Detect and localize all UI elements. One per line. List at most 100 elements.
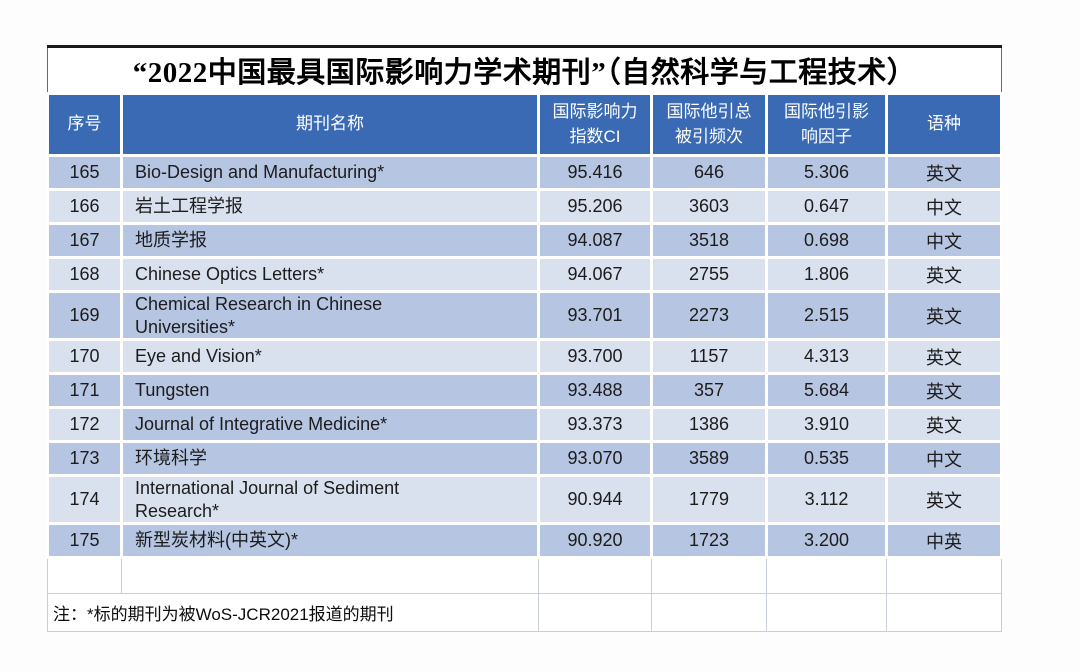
table-row: 168 Chinese Optics Letters* 94.067 2755 … [46,256,1004,293]
cell-journal-name: Chinese Optics Letters* [120,256,540,293]
table-row: 172 Journal of Integrative Medicine* 93.… [46,406,1004,443]
cell-journal-name: Chemical Research in Chinese Universitie… [120,290,540,341]
col-header-journal-name: 期刊名称 [120,92,540,157]
cell-ci: 93.070 [537,440,653,477]
table-row: 173 环境科学 93.070 3589 0.535 中文 [46,440,1004,477]
cell-ci: 94.087 [537,222,653,259]
cell-index: 166 [46,188,123,225]
cell-ci: 90.920 [537,522,653,559]
cell-journal-name: Eye and Vision* [120,338,540,375]
cell-impact: 3.200 [765,522,888,559]
empty-cell [885,557,1003,594]
cell-language: 中文 [884,188,1004,225]
cell-impact: 5.684 [765,372,888,409]
col-header-index: 序号 [46,92,123,157]
cell-index: 167 [46,222,123,259]
cell-impact: 0.647 [765,188,888,225]
cell-language: 英文 [884,474,1004,525]
footnote: 注：*标的期刊为被WoS-JCR2021报道的期刊 [47,593,539,632]
journal-ranking-table: “2022中国最具国际影响力学术期刊”（自然科学与工程技术） 序号 期刊名称 国… [46,45,1004,632]
cell-impact: 4.313 [765,338,888,375]
cell-index: 170 [46,338,123,375]
table-row: 169 Chemical Research in Chinese Univers… [46,290,1004,341]
cell-index: 174 [46,474,123,525]
cell-journal-name: 环境科学 [120,440,540,477]
table-row: 175 新型炭材料(中英文)* 90.920 1723 3.200 中英 [46,522,1004,559]
cell-cites: 3518 [650,222,768,259]
cell-index: 168 [46,256,123,293]
empty-row [47,557,1003,594]
cell-language: 中文 [884,222,1004,259]
cell-cites: 2273 [650,290,768,341]
cell-journal-name: Tungsten [120,372,540,409]
cell-impact: 0.698 [765,222,888,259]
cell-cites: 646 [650,154,768,191]
empty-cell [651,593,767,632]
cell-index: 175 [46,522,123,559]
page-title: “2022中国最具国际影响力学术期刊”（自然科学与工程技术） [46,45,1003,95]
cell-journal-name: International Journal of Sediment Resear… [120,474,540,525]
table-row: 166 岩土工程学报 95.206 3603 0.647 中文 [46,188,1004,225]
cell-index: 165 [46,154,123,191]
cell-impact: 0.535 [765,440,888,477]
cell-language: 中英 [884,522,1004,559]
empty-cell [766,593,887,632]
empty-cell [885,593,1003,632]
empty-cell [538,557,652,594]
cell-impact: 2.515 [765,290,888,341]
cell-impact: 1.806 [765,256,888,293]
cell-language: 英文 [884,406,1004,443]
note-row: 注：*标的期刊为被WoS-JCR2021报道的期刊 [47,593,1003,632]
header-row: 序号 期刊名称 国际影响力 指数CI 国际他引总 被引频次 国际他引影 响因子 … [46,92,1004,157]
cell-language: 英文 [884,290,1004,341]
cell-journal-name: Journal of Integrative Medicine* [120,406,540,443]
empty-cell [538,593,652,632]
cell-index: 172 [46,406,123,443]
empty-cell [121,557,539,594]
empty-cell [651,557,767,594]
cell-language: 英文 [884,338,1004,375]
table-row: 171 Tungsten 93.488 357 5.684 英文 [46,372,1004,409]
cell-journal-name: 岩土工程学报 [120,188,540,225]
cell-cites: 3603 [650,188,768,225]
cell-language: 中文 [884,440,1004,477]
table-row: 167 地质学报 94.087 3518 0.698 中文 [46,222,1004,259]
cell-cites: 3589 [650,440,768,477]
col-header-ci-index: 国际影响力 指数CI [537,92,653,157]
cell-index: 171 [46,372,123,409]
cell-ci: 95.206 [537,188,653,225]
cell-ci: 93.701 [537,290,653,341]
cell-journal-name: Bio-Design and Manufacturing* [120,154,540,191]
cell-ci: 93.373 [537,406,653,443]
cell-impact: 5.306 [765,154,888,191]
cell-cites: 357 [650,372,768,409]
table-row: 174 International Journal of Sediment Re… [46,474,1004,525]
cell-ci: 94.067 [537,256,653,293]
cell-language: 英文 [884,256,1004,293]
cell-impact: 3.112 [765,474,888,525]
cell-cites: 1157 [650,338,768,375]
cell-cites: 1779 [650,474,768,525]
col-header-language: 语种 [884,92,1004,157]
cell-cites: 1723 [650,522,768,559]
cell-journal-name: 地质学报 [120,222,540,259]
cell-ci: 90.944 [537,474,653,525]
cell-cites: 2755 [650,256,768,293]
cell-ci: 93.700 [537,338,653,375]
table-row: 165 Bio-Design and Manufacturing* 95.416… [46,154,1004,191]
empty-cell [766,557,887,594]
cell-ci: 95.416 [537,154,653,191]
cell-journal-name: 新型炭材料(中英文)* [120,522,540,559]
empty-cell [47,557,122,594]
cell-index: 169 [46,290,123,341]
cell-impact: 3.910 [765,406,888,443]
cell-language: 英文 [884,372,1004,409]
table-row: 170 Eye and Vision* 93.700 1157 4.313 英文 [46,338,1004,375]
col-header-impact-factor: 国际他引影 响因子 [765,92,888,157]
cell-language: 英文 [884,154,1004,191]
cell-ci: 93.488 [537,372,653,409]
cell-index: 173 [46,440,123,477]
title-row: “2022中国最具国际影响力学术期刊”（自然科学与工程技术） [46,45,1003,95]
col-header-citation-count: 国际他引总 被引频次 [650,92,768,157]
cell-cites: 1386 [650,406,768,443]
